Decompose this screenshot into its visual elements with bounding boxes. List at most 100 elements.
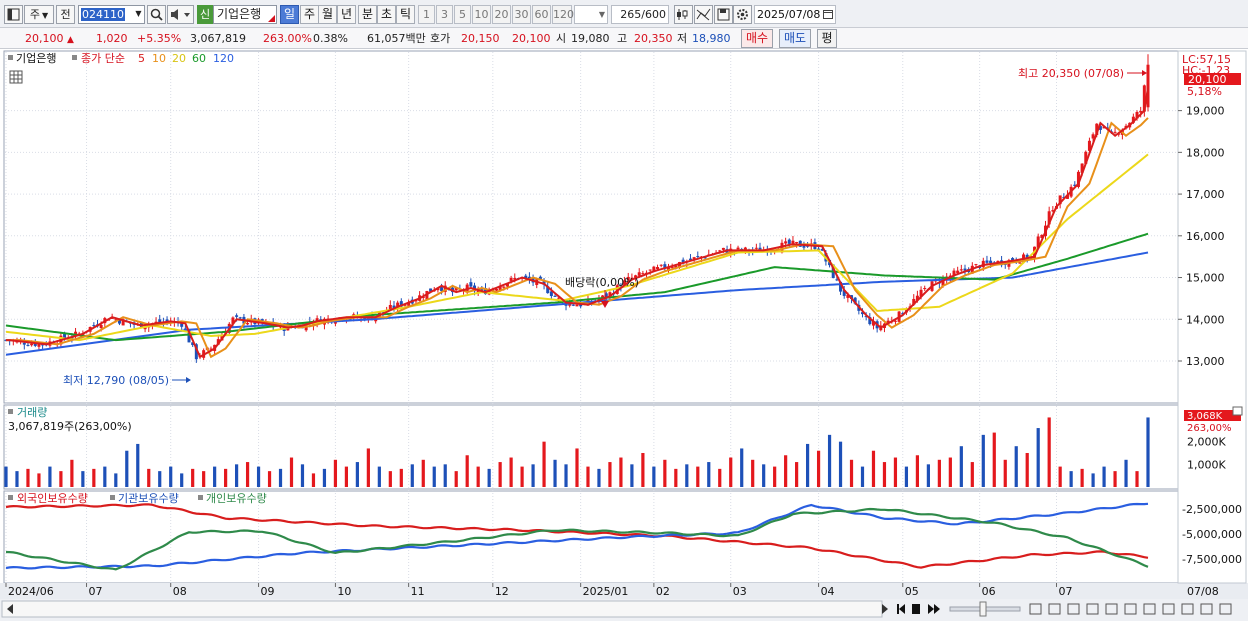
volume-bar bbox=[575, 448, 579, 487]
eval-button[interactable]: 평 bbox=[817, 29, 837, 48]
candle-body bbox=[26, 344, 30, 346]
chevron-down-icon[interactable]: ▼ bbox=[135, 9, 142, 18]
candle-body bbox=[893, 320, 897, 322]
candle-body bbox=[674, 265, 678, 269]
legend-marker bbox=[8, 55, 13, 60]
period-month-button[interactable]: 월 bbox=[318, 5, 337, 24]
volume-bar bbox=[191, 468, 195, 487]
volume-bar bbox=[103, 466, 107, 487]
scroll-right-icon[interactable] bbox=[882, 604, 888, 614]
period-minute-button[interactable]: 분 bbox=[358, 5, 377, 24]
data-table-icon[interactable] bbox=[9, 70, 23, 84]
candle-body bbox=[1142, 85, 1146, 112]
holding-tick-label: -7,500,000 bbox=[1182, 553, 1242, 566]
candle-body bbox=[180, 323, 184, 327]
interval-30-button[interactable]: 30 bbox=[512, 5, 531, 24]
candle-body bbox=[1146, 64, 1150, 108]
panel-close-icon[interactable] bbox=[1232, 406, 1243, 416]
gear-icon[interactable] bbox=[733, 5, 752, 24]
clear-icon[interactable] bbox=[1105, 603, 1118, 615]
crosshair-icon[interactable] bbox=[1124, 603, 1137, 615]
candle-body bbox=[121, 319, 125, 326]
zoom-fit-icon[interactable] bbox=[1048, 603, 1061, 615]
text-size-icon[interactable] bbox=[1219, 603, 1232, 615]
magnifier-icon[interactable] bbox=[1029, 603, 1042, 615]
scroll-left-icon[interactable] bbox=[7, 604, 13, 614]
x-tick-label: 02 bbox=[656, 585, 670, 598]
bar-count-input[interactable]: 265/600 bbox=[611, 5, 669, 24]
stock-code-input[interactable]: 024110 bbox=[78, 5, 145, 24]
interval-3-button[interactable]: 3 bbox=[436, 5, 453, 24]
buy-button[interactable]: 매수 bbox=[741, 29, 773, 48]
zoom-out-icon[interactable] bbox=[1181, 603, 1194, 615]
save-icon[interactable] bbox=[714, 5, 733, 24]
candle-body bbox=[557, 297, 561, 299]
stock-chart[interactable]: 기업은행 종가 단순 5 10 20 60 120 최고 20,350 (07/… bbox=[0, 49, 1248, 621]
volume-bar bbox=[180, 473, 184, 487]
period-week-button[interactable]: 주 bbox=[300, 5, 319, 24]
interval-custom-select[interactable]: ▼ bbox=[574, 5, 608, 24]
rewind-icon[interactable] bbox=[897, 604, 905, 614]
volume-bar bbox=[553, 459, 557, 487]
volume-bar bbox=[860, 466, 865, 487]
individual-holding-line bbox=[5, 507, 1149, 571]
interval-20-button[interactable]: 20 bbox=[492, 5, 511, 24]
sell-button[interactable]: 매도 bbox=[779, 29, 811, 48]
period-tick-button[interactable]: 틱 bbox=[396, 5, 415, 24]
stop-icon[interactable] bbox=[912, 604, 920, 614]
candle-body bbox=[399, 301, 403, 307]
candle-body bbox=[989, 260, 993, 264]
period-day-button[interactable]: 일 bbox=[280, 5, 299, 24]
open-price: 19,080 bbox=[571, 32, 610, 45]
last-price-tag bbox=[1184, 73, 1241, 85]
candle-body bbox=[502, 286, 506, 288]
volume-bar bbox=[1036, 428, 1040, 487]
volume-bar bbox=[531, 464, 535, 487]
candle-body bbox=[480, 289, 484, 291]
interval-1-button[interactable]: 1 bbox=[418, 5, 435, 24]
interval-60-button[interactable]: 60 bbox=[532, 5, 551, 24]
prev-button[interactable]: 전 bbox=[56, 5, 75, 24]
stock-name-field[interactable]: 기업은행 bbox=[213, 5, 277, 24]
candle-body bbox=[421, 296, 425, 298]
candle-body bbox=[919, 289, 923, 297]
fast-forward-icon[interactable] bbox=[928, 604, 940, 614]
zoom-slider-handle[interactable] bbox=[979, 601, 987, 617]
volume-bar bbox=[619, 457, 623, 487]
volume-tick-label: 1,000K bbox=[1187, 458, 1226, 471]
candle-body bbox=[443, 285, 447, 292]
volume-bar bbox=[1025, 452, 1029, 487]
interval-5-button[interactable]: 5 bbox=[454, 5, 471, 24]
ma5-line bbox=[6, 87, 1149, 359]
candle-body bbox=[524, 275, 528, 279]
period-year-button[interactable]: 년 bbox=[337, 5, 356, 24]
volume-bar bbox=[443, 464, 447, 487]
window-menu-icon[interactable] bbox=[4, 5, 23, 24]
volume-bar bbox=[289, 457, 294, 487]
candle-body bbox=[641, 273, 645, 275]
search-icon[interactable] bbox=[147, 5, 166, 24]
zoom-in-icon[interactable] bbox=[1200, 603, 1213, 615]
chart-icon[interactable] bbox=[1086, 603, 1099, 615]
volume-bar bbox=[1058, 466, 1062, 487]
x-tick-label: 04 bbox=[821, 585, 835, 598]
legend-marker bbox=[72, 55, 77, 60]
interval-10-button[interactable]: 10 bbox=[472, 5, 491, 24]
candle-type-icon[interactable] bbox=[674, 5, 693, 24]
tools-icon[interactable] bbox=[694, 5, 713, 24]
draw-icon[interactable] bbox=[1143, 603, 1156, 615]
period-second-button[interactable]: 초 bbox=[377, 5, 396, 24]
interval-120-button[interactable]: 120 bbox=[552, 5, 574, 24]
candle-body bbox=[575, 304, 579, 307]
speaker-icon[interactable] bbox=[167, 5, 194, 24]
price-tick-label: 13,000 bbox=[1186, 355, 1225, 368]
date-field[interactable]: 2025/07/08 bbox=[754, 5, 836, 24]
candle-body bbox=[235, 315, 239, 317]
volume-bar bbox=[1146, 417, 1150, 487]
select-icon[interactable] bbox=[1067, 603, 1080, 615]
candle-body bbox=[648, 269, 652, 271]
grid-icon[interactable] bbox=[1162, 603, 1175, 615]
market-select[interactable]: 주 ▼ bbox=[24, 5, 54, 24]
candle-body bbox=[952, 270, 956, 275]
chart-scrollbar[interactable] bbox=[1, 600, 883, 618]
